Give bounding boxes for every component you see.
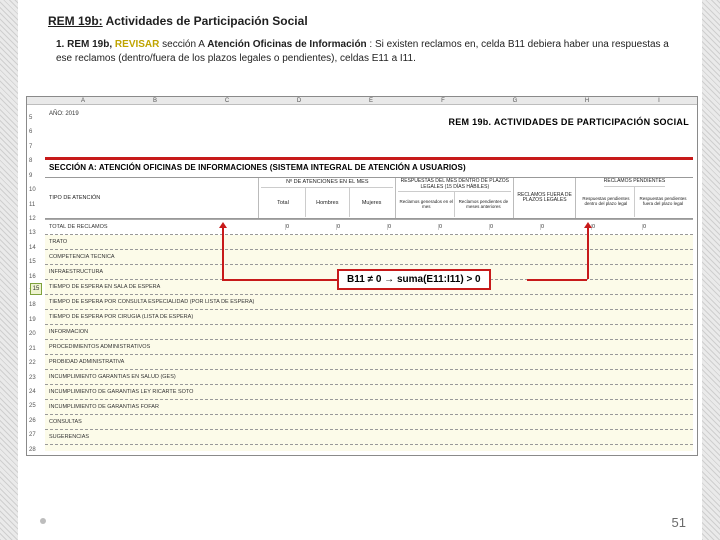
decorative-stripe-left [0,0,18,540]
hdr-resp-pend: RECLAMOS PENDIENTES Respuestas pendiente… [576,178,693,218]
item-mid: sección A [159,39,207,50]
section-title: SECCIÓN A: ATENCIÓN OFICINAS DE INFORMAC… [49,163,466,172]
table-body: TOTAL DE RECLAMOS 0 0 0 0 0 0 0 0 TRATO … [45,219,693,451]
table-row: INCUMPLIMIENTO DE GARANTÍAS FOFAR [45,400,693,415]
item-revisar: REVISAR [115,39,159,50]
rem-sheet-title: REM 19b. ACTIVIDADES DE PARTICIPACIÓN SO… [448,117,689,127]
table-row: PROCEDIMIENTOS ADMINISTRATIVOS [45,340,693,355]
table-row: INCUMPLIMIENTO GARANTÍAS EN SALUD (GES) [45,370,693,385]
instruction-text: 1. REM 19b, REVISAR sección A Atención O… [56,38,672,66]
header-block: REM 19b: Actividades de Participación So… [48,14,672,66]
table-row: INCUMPLIMIENTO DE GARANTÍAS LEY RICARTE … [45,385,693,400]
title-rest: Actividades de Participación Social [103,14,308,28]
item-atencion: Atención Oficinas de Información [207,39,366,50]
column-letters: A B C D E F G H I [47,98,695,104]
table-row: SUGERENCIAS [45,430,693,445]
hdr-resp-out: RECLAMOS FUERA DE PLAZOS LEGALES [514,178,576,218]
title-prefix: REM 19b: [48,14,103,28]
item-rem: REM 19b, [67,39,112,50]
page-title: REM 19b: Actividades de Participación So… [48,14,672,28]
red-divider-bar [45,157,693,160]
year-label: AÑO: 2019 [49,111,79,117]
bullet-decor-icon [40,518,46,524]
row-highlight-15: 15 [30,283,42,295]
table-row: CONSULTAS [45,415,693,430]
arrow-connector [222,279,337,281]
arrow-connector [527,279,587,281]
table-row: TOTAL DE RECLAMOS 0 0 0 0 0 0 0 0 [45,220,693,235]
table-row: COMPETENCIA TÉCNICA [45,250,693,265]
hdr-resp-in: RESPUESTAS DEL MES DENTRO DE PLAZOS LEGA… [396,178,514,218]
formula-callout: B11 ≠ 0 → suma(E11:I11) > 0 [337,269,491,290]
table-row: TIEMPO DE ESPERA POR CONSULTA ESPECIALID… [45,295,693,310]
arrow-left-icon [222,227,224,279]
table-row: TIEMPO DE ESPERA POR CIRUGÍA (LISTA DE E… [45,310,693,325]
item-number: 1. [56,39,64,50]
page-number: 51 [672,515,686,530]
table-header-row: TIPO DE ATENCIÓN Nº DE ATENCIONES EN EL … [45,177,693,219]
spreadsheet-screenshot: A B C D E F G H I 567 8910 111213 141516… [26,96,698,456]
arrow-right-icon [587,227,589,279]
decorative-stripe-right [702,0,720,540]
table-row: TRATO [45,235,693,250]
hdr-tipo: TIPO DE ATENCIÓN [45,178,259,218]
table-row: PROBIDAD ADMINISTRATIVA [45,355,693,370]
hdr-atenciones: Nº DE ATENCIONES EN EL MES Total Hombres… [259,178,396,218]
table-row: INFORMACIÓN [45,325,693,340]
